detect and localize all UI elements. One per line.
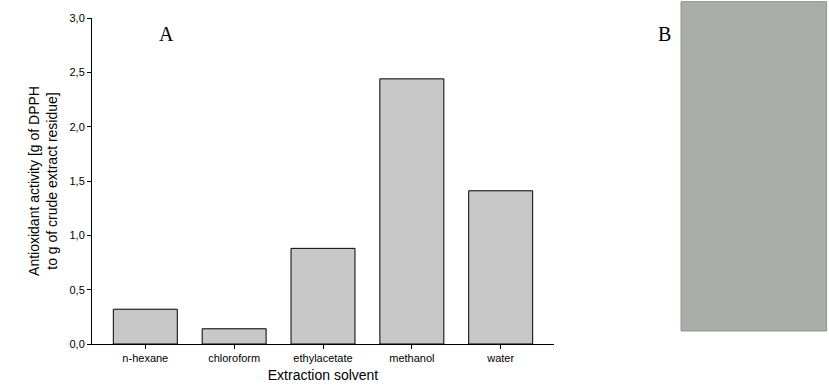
- svg-text:water: water: [486, 352, 514, 364]
- svg-text:chloroform: chloroform: [208, 352, 260, 364]
- svg-text:B: B: [658, 23, 671, 45]
- svg-text:0,0: 0,0: [70, 338, 85, 350]
- svg-text:2,0: 2,0: [70, 121, 85, 133]
- svg-text:2,5: 2,5: [70, 66, 85, 78]
- svg-text:methanol: methanol: [389, 352, 434, 364]
- svg-text:1,0: 1,0: [70, 229, 85, 241]
- svg-text:3,0: 3,0: [70, 12, 85, 24]
- svg-text:1,5: 1,5: [70, 175, 85, 187]
- svg-text:Antioxidant activity [g of DPP: Antioxidant activity [g of DPPHto g of c…: [26, 86, 60, 276]
- svg-text:0,5: 0,5: [70, 284, 85, 296]
- svg-text:Extraction solvent: Extraction solvent: [268, 367, 379, 383]
- svg-text:ethylacetate: ethylacetate: [293, 352, 352, 364]
- svg-text:A: A: [159, 23, 174, 45]
- svg-text:n-hexane: n-hexane: [122, 352, 168, 364]
